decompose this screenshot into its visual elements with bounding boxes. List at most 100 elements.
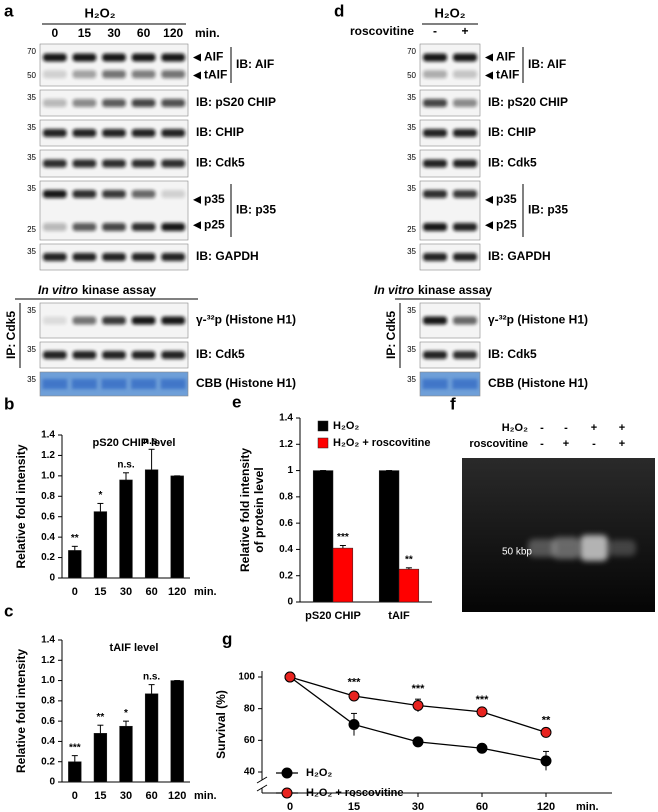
- x-tick-label: 60: [145, 586, 157, 598]
- y-tick-label: 0.2: [41, 756, 55, 767]
- blot-box: [419, 43, 481, 87]
- error-bar: [71, 755, 78, 762]
- significance: **: [542, 715, 551, 727]
- ip-label: IP: Cdk5: [384, 311, 398, 359]
- band: [101, 379, 127, 389]
- arrow: [485, 221, 493, 230]
- band: [423, 189, 447, 198]
- significance: *: [124, 708, 128, 719]
- band: [131, 223, 156, 232]
- band: [453, 70, 477, 79]
- mw-marker: 35: [27, 93, 36, 102]
- band: [72, 70, 97, 79]
- row-label: IB: CHIP: [488, 125, 536, 139]
- condition-sign: -: [540, 438, 544, 450]
- arrow: [193, 221, 201, 230]
- band-label: p25: [204, 217, 225, 231]
- bar: [144, 469, 159, 579]
- y-tick-label: 0.8: [41, 695, 55, 706]
- bar: [93, 733, 108, 783]
- band: [131, 189, 156, 198]
- condition-sign: -: [564, 422, 568, 434]
- x-axis-label: min.: [194, 586, 217, 598]
- condition-sign: -: [540, 422, 544, 434]
- mw-marker: 35: [27, 247, 36, 256]
- mw-marker: 70: [27, 47, 36, 56]
- mw-marker: 35: [407, 153, 416, 162]
- error-bar: [148, 684, 155, 694]
- significance: **: [405, 554, 413, 565]
- row-label: IB: GAPDH: [488, 249, 551, 263]
- mw-marker: 35: [407, 345, 416, 354]
- error-bar: [123, 472, 129, 480]
- x-tick-label: 120: [537, 801, 555, 812]
- band: [42, 53, 67, 62]
- y-tick-label: 0.4: [41, 736, 55, 747]
- band: [42, 159, 67, 168]
- row-label: γ-³²p (Histone H1): [196, 313, 296, 327]
- mw-marker: 35: [407, 375, 416, 384]
- band: [452, 379, 478, 389]
- bar: [312, 470, 334, 603]
- panel-letter: b: [4, 394, 14, 413]
- chart-title: pS20 CHIP level: [93, 437, 176, 449]
- x-tick-label: 60: [476, 801, 488, 812]
- band: [161, 253, 186, 261]
- y-axis-label: Survival (%): [214, 690, 228, 759]
- bar: [119, 479, 133, 579]
- panel-letter: c: [4, 601, 13, 620]
- row-label: IB: pS20 CHIP: [488, 95, 568, 109]
- band: [72, 159, 97, 168]
- row-label: IB: Cdk5: [488, 156, 537, 170]
- band: [42, 70, 67, 79]
- band: [42, 223, 67, 232]
- gel-band: [528, 539, 556, 557]
- mw-marker: 35: [27, 306, 36, 315]
- band: [102, 129, 126, 137]
- axis-break: [256, 776, 268, 784]
- band: [161, 99, 186, 107]
- lane-label: 60: [137, 26, 151, 40]
- significance: ***: [476, 694, 490, 706]
- row-label: IB: Cdk5: [196, 156, 245, 170]
- y-tick-label: 1.2: [41, 450, 55, 461]
- mw-marker: 35: [27, 375, 36, 384]
- gel-band: [608, 540, 636, 556]
- mw-marker: 35: [407, 184, 416, 193]
- row-label: IB: CHIP: [196, 125, 244, 139]
- gel: [462, 458, 655, 612]
- band: [102, 99, 126, 107]
- y-tick-label: 1.4: [41, 635, 55, 646]
- band: [131, 129, 156, 137]
- x-tick-label: 120: [168, 586, 186, 598]
- band: [131, 53, 156, 62]
- row-label: IB: AIF: [528, 57, 566, 71]
- bar: [398, 568, 420, 603]
- y-tick-label: 1.2: [279, 439, 293, 450]
- band: [161, 53, 186, 62]
- x-axis-label: min.: [194, 790, 217, 802]
- point: [348, 690, 360, 702]
- panel-letter: a: [4, 1, 14, 20]
- point: [540, 726, 552, 738]
- bar: [119, 725, 133, 783]
- band: [72, 53, 97, 62]
- band: [423, 159, 447, 168]
- legend-label: H₂O₂ + roscovitine: [333, 437, 431, 449]
- error-bar: [339, 544, 346, 549]
- band: [72, 316, 97, 325]
- y-tick-label: 1.4: [279, 413, 293, 424]
- y-tick-label: 0.6: [41, 511, 55, 522]
- band: [422, 379, 448, 389]
- x-tick-label: 30: [120, 586, 132, 598]
- assay-italic: In vitro: [374, 283, 414, 297]
- significance: ***: [337, 532, 349, 543]
- gel-marker: 50 kbp: [502, 547, 532, 558]
- significance: ***: [69, 742, 81, 753]
- x-tick-label: 15: [94, 586, 106, 598]
- significance: **: [71, 533, 79, 544]
- band-label: tAIF: [496, 68, 519, 82]
- error-bar: [148, 448, 155, 470]
- y-tick-label: 40: [244, 767, 256, 778]
- band-label: p35: [496, 192, 517, 206]
